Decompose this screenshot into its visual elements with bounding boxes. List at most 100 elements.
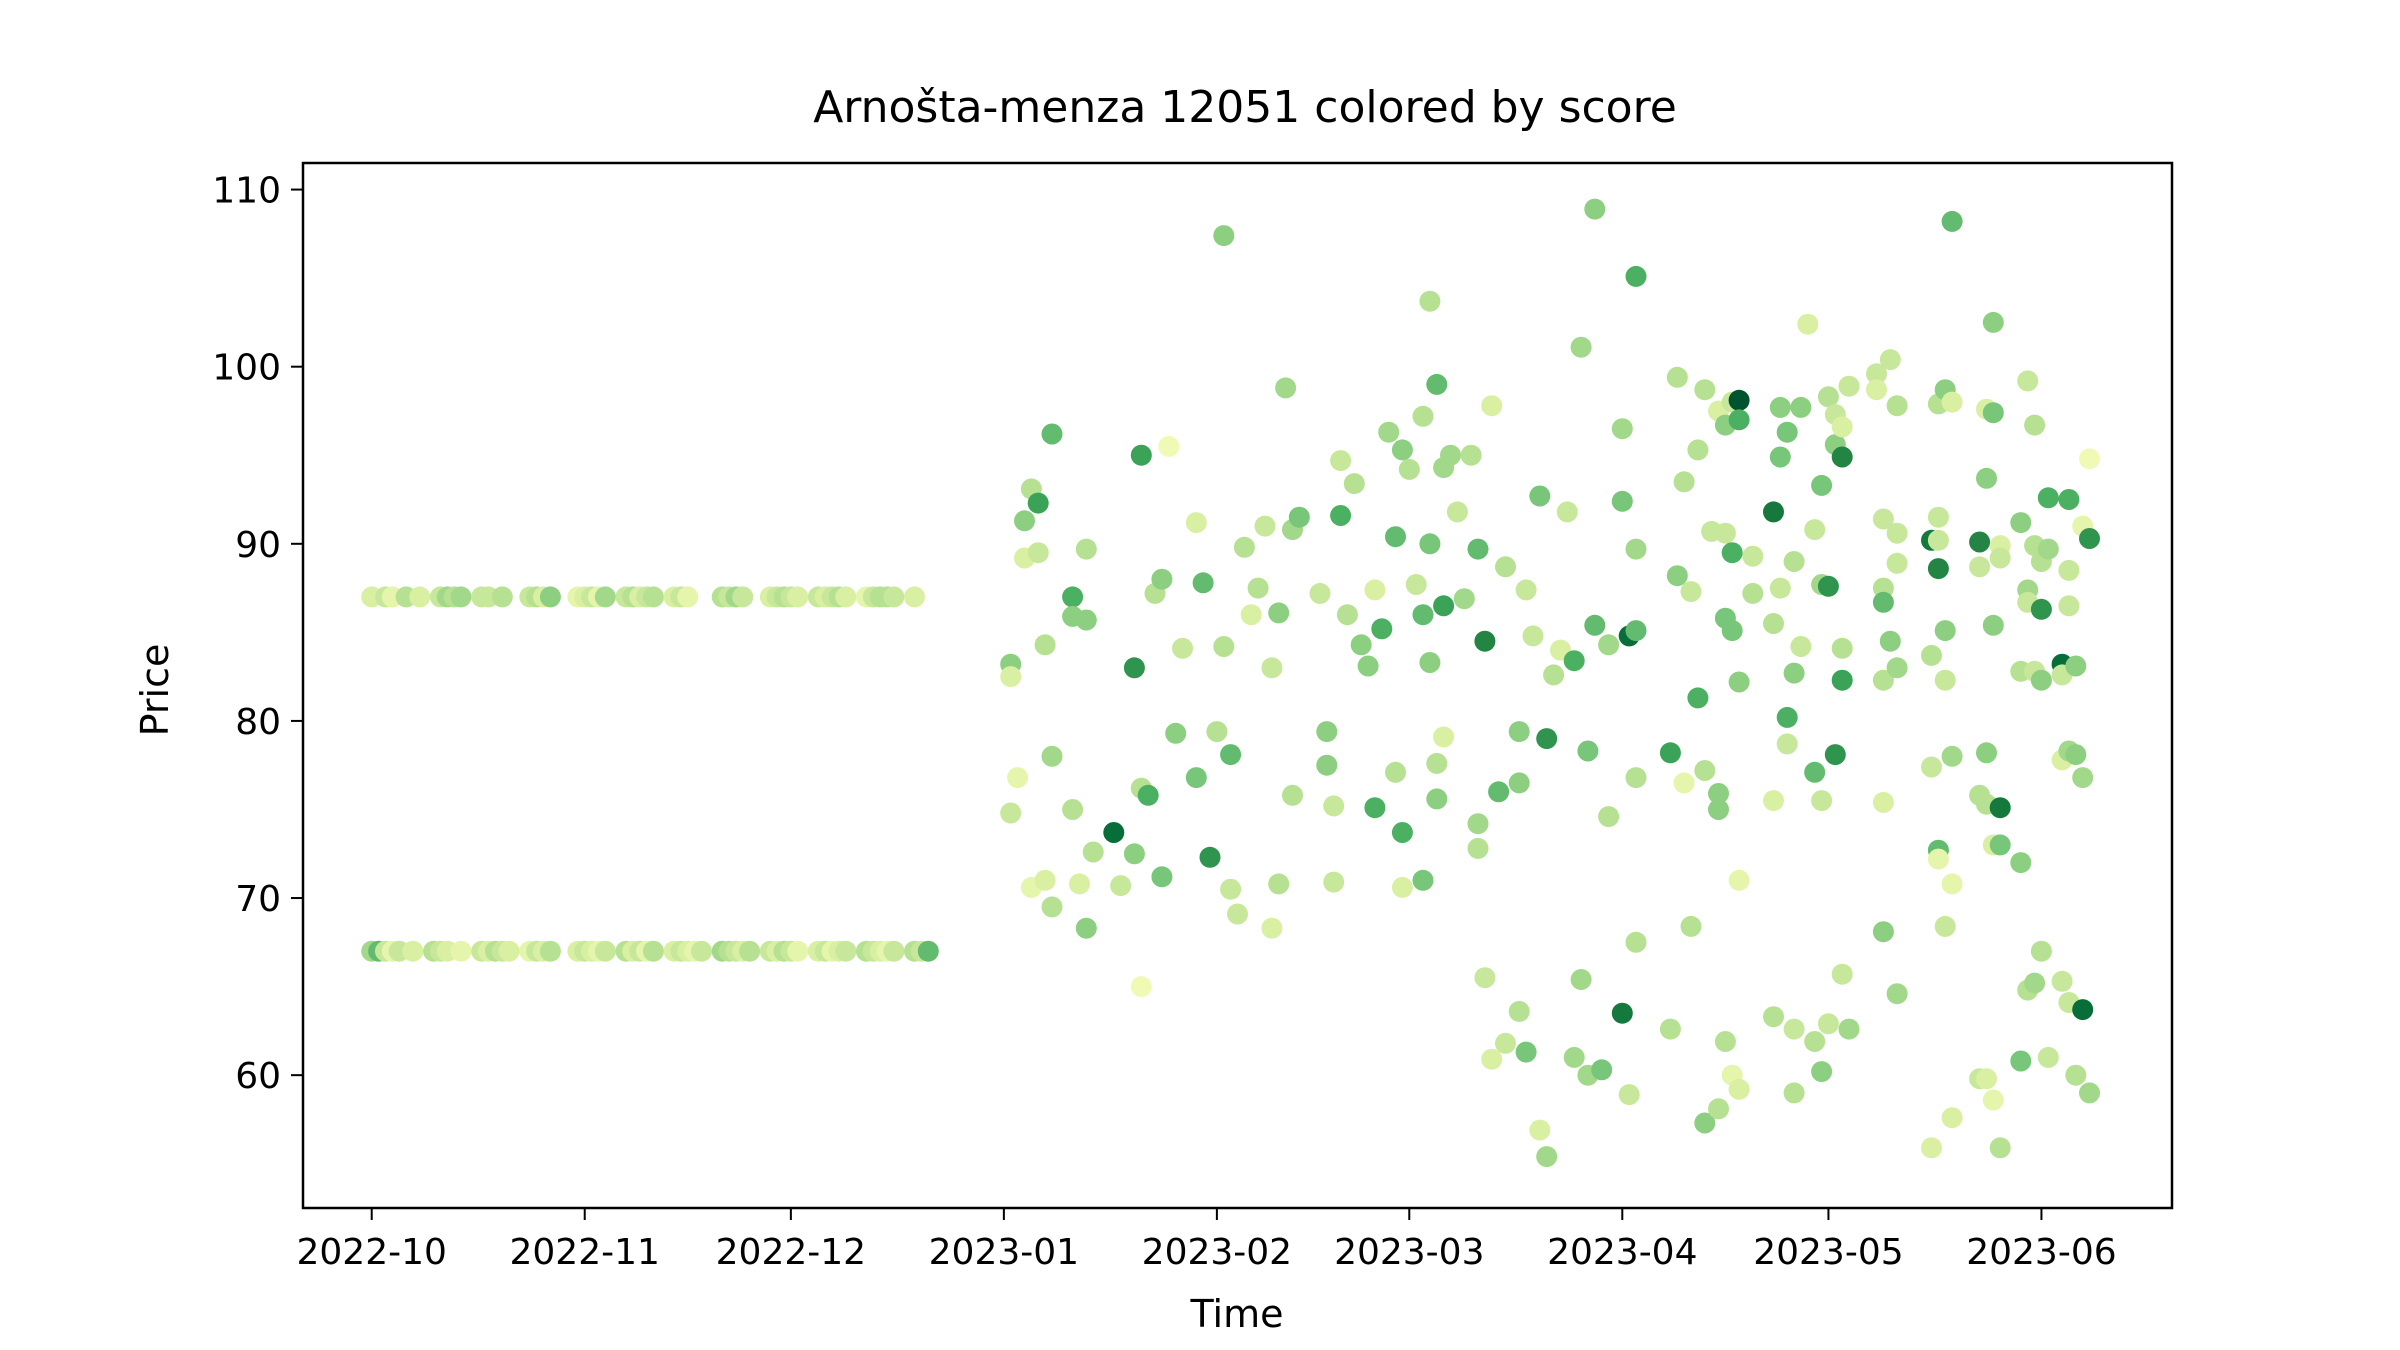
scatter-point [1769,577,1791,599]
scatter-point [1941,873,1963,895]
scatter-point [1391,439,1413,461]
scatter-point [2024,972,2046,994]
scatter-point [1158,435,1180,457]
scatter-point [1673,772,1695,794]
scatter-point [1412,604,1434,626]
scatter-points [361,198,2100,1168]
scatter-point [883,586,905,608]
scatter-point [1673,471,1695,493]
scatter-point [2037,538,2059,560]
scatter-point [1268,602,1290,624]
scatter-point [409,586,431,608]
scatter-point [450,586,472,608]
scatter-point [1426,752,1448,774]
scatter-point [1708,1098,1729,1120]
scatter-point [1776,733,1798,755]
scatter-point [1323,795,1345,817]
scatter-point [1378,421,1400,443]
scatter-point [1879,349,1901,371]
y-tick-label: 80 [235,702,281,743]
scatter-point [1316,721,1338,743]
scatter-point [1763,1006,1784,1028]
scatter-point [1495,556,1516,578]
scatter-point [1467,538,1489,560]
scatter-point [1797,313,1819,335]
scatter-point [1027,542,1049,564]
scatter-point [1529,485,1551,507]
scatter-point [1927,848,1949,870]
scatter-point [1426,788,1448,810]
scatter-point [1687,687,1709,709]
plot-frame [301,161,2174,1210]
scatter-point [1817,1013,1839,1035]
scatter-point [1412,869,1434,891]
x-tick-label: 2023-02 [1142,1232,1292,1273]
scatter-point [1728,671,1750,693]
scatter-point [1261,917,1283,939]
scatter-point [1866,363,1887,385]
scatter-point [1982,402,2004,424]
scatter-point [1941,210,1963,232]
scatter-point [1034,869,1056,891]
scatter-point [1659,742,1681,764]
scatter-point [1041,745,1063,767]
scatter-point [1811,1061,1833,1083]
scatter-point [1886,395,1908,417]
scatter-point [1123,657,1145,679]
scatter-point [1934,915,1956,937]
scatter-point [1969,531,1991,553]
scatter-point [1000,802,1022,824]
scatter-point [1185,767,1207,789]
scatter-point [1185,512,1207,534]
scatter-point [739,940,761,962]
scatter-point [1783,1082,1805,1104]
scatter-point [2072,767,2094,789]
scatter-point [1275,377,1297,399]
scatter-point [1584,198,1606,220]
scatter-point [1721,542,1743,564]
scatter-point [1075,609,1097,631]
scatter-point [1934,620,1956,642]
scatter-point [1385,526,1406,548]
scatter-point [2030,669,2052,691]
scatter-point [1982,614,2004,636]
scatter-point [1763,790,1784,812]
scatter-point [1151,568,1173,590]
scatter-point [1769,396,1791,418]
scatter-point [1563,1046,1585,1068]
scatter-point [2030,940,2052,962]
scatter-point [1831,416,1853,438]
y-tick-label: 110 [212,171,281,212]
scatter-point [1481,1048,1503,1070]
scatter-point [642,940,664,962]
y-tick-label: 70 [235,879,281,920]
scatter-point [1123,843,1145,865]
scatter-point [1831,669,1853,691]
scatter-point [1886,657,1908,679]
y-tick-label: 60 [235,1056,281,1097]
scatter-point [1872,791,1894,813]
scatter-point [1405,574,1427,595]
x-axis-label: Time [1190,1292,1284,1336]
scatter-point [1866,379,1887,401]
scatter-point [1831,446,1853,468]
scatter-point [1941,745,1963,767]
scatter-point [1247,577,1269,599]
scatter-point [1075,917,1097,939]
scatter-point [1357,655,1379,677]
scatter-point [1598,806,1620,828]
scatter-point [1625,767,1647,789]
scatter-point [2010,512,2032,534]
scatter-point [1069,873,1090,895]
scatter-point [1611,490,1633,512]
scatter-point [1804,519,1826,541]
x-tick-label: 2023-06 [1966,1232,2116,1273]
scatter-point [1989,1137,2011,1159]
scatter-point [1941,1107,1963,1129]
scatter-point [1872,921,1894,943]
scatter-point [787,586,809,608]
scatter-point [1508,772,1530,794]
scatter-point [1082,841,1104,863]
scatter-point [1687,439,1709,461]
